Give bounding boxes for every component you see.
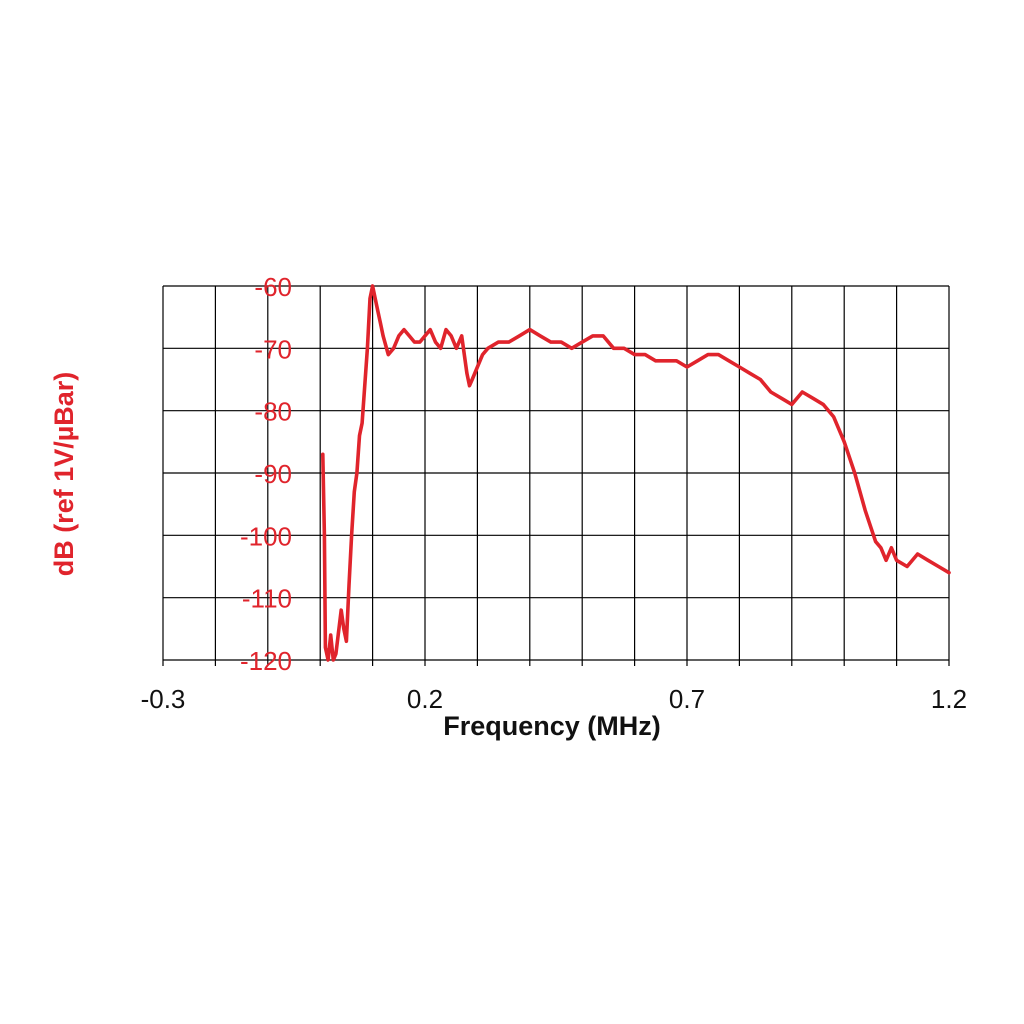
x-tick-label: 0.2: [407, 684, 443, 714]
x-axis-ticks: -0.3 0.2 0.7 1.2: [141, 684, 967, 714]
y-tick-label: -120: [240, 646, 292, 676]
y-tick-label: -80: [254, 397, 292, 427]
grid-layer: [162, 285, 950, 666]
y-tick-label: -100: [240, 521, 292, 551]
x-tick-label: 0.7: [669, 684, 705, 714]
y-tick-label: -70: [254, 334, 292, 364]
series-line: [320, 284, 951, 662]
y-tick-label: -110: [242, 584, 292, 614]
y-axis-label: dB (ref 1V/µBar): [49, 372, 79, 577]
x-axis-label: Frequency (MHz): [443, 711, 661, 741]
y-tick-label: -90: [254, 459, 292, 489]
x-tick-label: 1.2: [931, 684, 967, 714]
series-layer: [320, 284, 951, 662]
y-tick-label: -60: [254, 272, 292, 302]
y-axis-ticks: -60 -70 -80 -90 -100 -110 -120: [240, 272, 292, 676]
x-tick-label: -0.3: [141, 684, 186, 714]
